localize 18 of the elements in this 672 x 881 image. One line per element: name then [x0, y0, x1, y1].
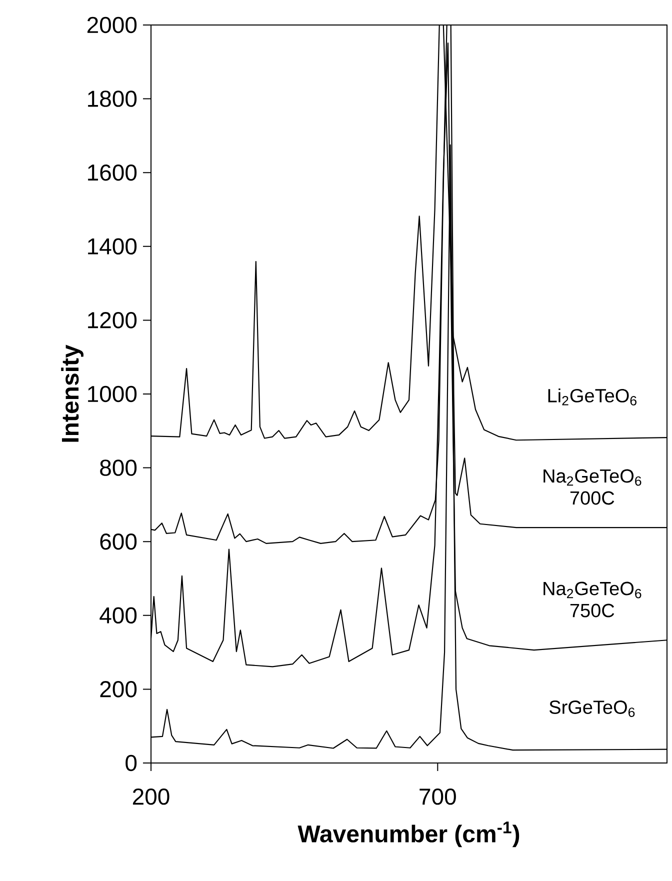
x-tick-label: 700: [420, 788, 456, 805]
y-tick-label: 0: [126, 754, 137, 772]
text: Na$_{2}$GeTeO$_{6}$ 700C: [544, 469, 642, 505]
series-label: SrGeTeO$_{6}$: [549, 700, 635, 717]
y-tick-label: 1600: [88, 164, 137, 181]
y-tick-label: 1400: [88, 238, 137, 255]
series-label: Li$_{2}$GeTeO$_{6}$: [548, 388, 636, 406]
y-tick-label: 2000: [87, 16, 137, 34]
y-tick-label: 800: [100, 460, 137, 476]
y-tick-label: 200: [100, 681, 137, 698]
y-axis-title: Intensity: [61, 344, 84, 442]
y-tick-label: 600: [100, 533, 137, 550]
text: Na$_{2}$GeTeO$_{6}$ 750C: [544, 582, 642, 618]
x-axis-title: Wavenumber (cm$^{-1}$): [298, 822, 520, 848]
y-tick-label: 1200: [88, 312, 137, 328]
y-tick-label: 1000: [88, 386, 137, 402]
y-tick-label: 400: [100, 607, 137, 624]
y-tick-label: 1800: [88, 90, 137, 107]
